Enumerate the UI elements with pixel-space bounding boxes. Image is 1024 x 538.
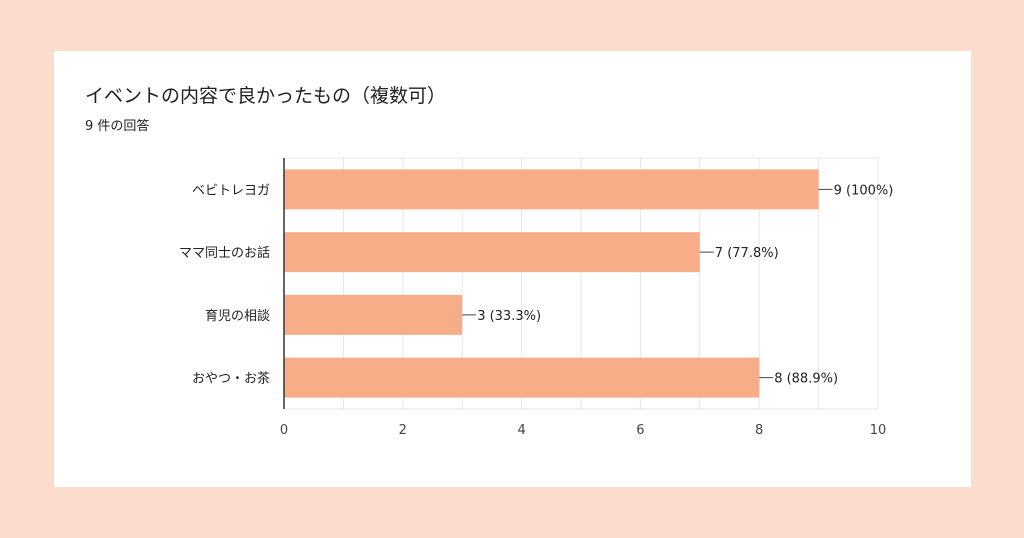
x-tick-label: 2	[399, 423, 407, 438]
data-label: 9 (100%)	[834, 183, 894, 198]
category-label: ママ同士のお話	[179, 245, 270, 261]
data-label: 3 (33.3%)	[477, 309, 541, 324]
x-tick-label: 4	[517, 423, 525, 438]
chart-title: イベントの内容で良かったもの（複数可）	[85, 85, 447, 107]
bar-chart: ベビトレヨガ 9 (100%) ママ同士のお話 7 (77.8%) 育児の相談 3 (33…	[179, 157, 894, 438]
chart-card: イベントの内容で良かったもの（複数可） 9 件の回答 ベビトレヨガ 9 (100%…	[54, 51, 971, 487]
category-label: ベビトレヨガ	[192, 183, 270, 198]
x-tick-label: 8	[755, 423, 763, 438]
category-label: 育児の相談	[205, 308, 270, 324]
x-tick-label: 0	[280, 423, 288, 438]
bar	[284, 232, 700, 273]
response-count: 9 件の回答	[85, 119, 150, 134]
data-label: 7 (77.8%)	[715, 246, 779, 261]
category-label: おやつ・お茶	[192, 371, 270, 387]
x-tick-label: 10	[870, 423, 887, 438]
x-tick-label: 6	[636, 423, 644, 438]
bar	[284, 294, 463, 335]
data-label: 8 (88.9%)	[774, 372, 838, 387]
bar	[284, 169, 819, 210]
bar	[284, 357, 760, 398]
